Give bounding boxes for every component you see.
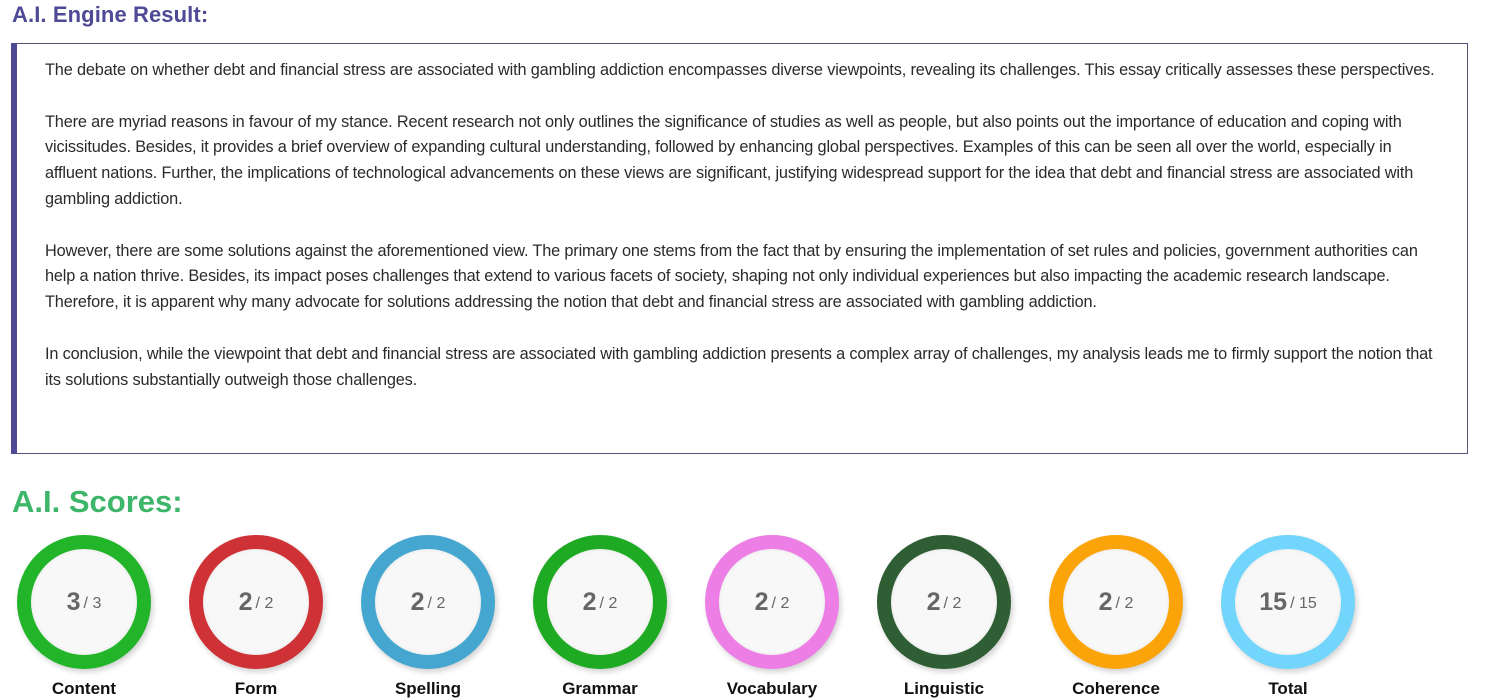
score-label: Coherence — [1072, 679, 1160, 698]
score-label: Spelling — [394, 679, 462, 698]
score-max: / 2 — [1115, 595, 1134, 612]
score-ring: 3/ 3 — [17, 535, 151, 669]
engine-result-box: The debate on whether debt and financial… — [11, 43, 1468, 454]
essay-paragraph-intro: The debate on whether debt and financial… — [45, 61, 1435, 79]
score-content: 3/ 3 Content — [0, 534, 172, 700]
score-max: / 2 — [943, 595, 962, 612]
score-label: Vocabulary — [726, 679, 818, 698]
scores-row: 3/ 3 Content 2/ 2 Form 2/ 2 Spelling 2/ … — [0, 534, 1486, 700]
essay-paragraph-body-1: There are myriad reasons in favour of my… — [45, 112, 1414, 208]
score-max: / 15 — [1290, 595, 1317, 612]
score-max: / 2 — [771, 595, 790, 612]
score-max: / 2 — [255, 595, 274, 612]
score-max: / 3 — [83, 595, 102, 612]
score-value: 2 — [926, 587, 941, 616]
score-linguistic: 2/ 2 Linguistic — [860, 534, 1032, 700]
score-coherence: 2/ 2 Coherence — [1032, 534, 1204, 700]
score-ring: 15/ 15 — [1221, 535, 1355, 669]
score-label: Content — [51, 679, 117, 698]
score-vocabulary: 2/ 2 Vocabulary — [688, 534, 860, 700]
score-total: 15/ 15 Total — [1204, 534, 1376, 700]
score-grammar: 2/ 2 Grammar — [516, 534, 688, 700]
essay-text: The debate on whether debt and financial… — [45, 58, 1445, 393]
score-ring: 2/ 2 — [705, 535, 839, 669]
score-label: Form — [234, 679, 278, 698]
score-value: 2 — [582, 587, 597, 616]
score-ring: 2/ 2 — [533, 535, 667, 669]
score-ring: 2/ 2 — [877, 535, 1011, 669]
score-max: / 2 — [599, 595, 618, 612]
engine-result-heading: A.I. Engine Result: — [12, 2, 209, 27]
score-value: 2 — [238, 587, 253, 616]
score-ring: 2/ 2 — [189, 535, 323, 669]
score-value: 3 — [66, 587, 81, 616]
score-ring: 2/ 2 — [1049, 535, 1183, 669]
score-value: 2 — [1098, 587, 1113, 616]
essay-paragraph-body-2: However, there are some solutions agains… — [45, 241, 1418, 312]
score-value: 15 — [1259, 587, 1288, 616]
score-spelling: 2/ 2 Spelling — [344, 534, 516, 700]
essay-paragraph-conclusion: In conclusion, while the viewpoint that … — [45, 344, 1433, 389]
score-form: 2/ 2 Form — [172, 534, 344, 700]
score-value: 2 — [410, 587, 425, 616]
score-label: Total — [1268, 679, 1308, 698]
score-value: 2 — [754, 587, 769, 616]
score-max: / 2 — [427, 595, 446, 612]
score-label: Grammar — [562, 679, 638, 698]
scores-heading: A.I. Scores: — [12, 484, 183, 519]
score-label: Linguistic — [903, 679, 985, 698]
score-ring: 2/ 2 — [361, 535, 495, 669]
